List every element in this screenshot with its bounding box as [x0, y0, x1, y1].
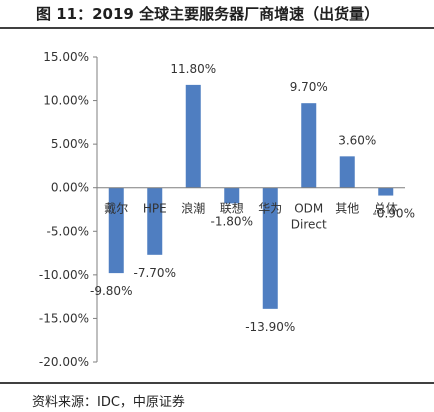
figure-title: 图 11：2019 全球主要服务器厂商增速（出货量）	[36, 5, 380, 23]
data-label: -7.70%	[134, 266, 176, 280]
category-label: HPE	[143, 202, 167, 216]
category-label: 联想	[220, 201, 244, 216]
data-label: 9.70%	[290, 80, 328, 94]
data-label: 11.80%	[170, 62, 216, 76]
bottom-divider	[0, 382, 434, 384]
category-label: Direct	[291, 218, 327, 232]
bar	[301, 103, 317, 188]
data-labels: -9.80%-7.70% 11.80% -1.80% -13.90% 9.70% 3.60…	[90, 62, 415, 334]
y-tick-label: -5.00%	[47, 224, 89, 238]
y-tick-label: 5.00%	[51, 137, 89, 151]
data-label: -13.90%	[245, 320, 295, 334]
category-label: ODM	[294, 202, 323, 216]
category-label: 其他	[335, 202, 359, 216]
y-tick-label: 15.00%	[43, 50, 89, 64]
y-tick-label: -10.00%	[39, 268, 89, 282]
category-labels: 戴尔 HPE 浪潮 联想 华为 ODM Direct 其他 总体	[104, 201, 398, 232]
bar	[378, 187, 394, 196]
y-tick-label: 10.00%	[43, 94, 89, 108]
y-tick-label: -15.00%	[39, 311, 89, 325]
y-tick-label: -20.00%	[39, 355, 89, 369]
data-label: -1.80%	[211, 214, 253, 228]
bar	[147, 187, 163, 255]
source-note: 资料来源：IDC，中原证券	[32, 395, 185, 410]
category-label: 戴尔	[104, 201, 128, 216]
category-label: 华为	[258, 202, 282, 216]
bar	[108, 187, 124, 274]
bars	[108, 84, 394, 309]
top-divider	[0, 27, 434, 29]
bar	[185, 84, 201, 188]
bar	[224, 187, 240, 204]
category-label: 总体	[374, 202, 398, 216]
bar	[339, 156, 355, 188]
y-axis-ticks: 15.00% 10.00% 5.00% 0.00% -5.00% -10.00% -15.0…	[39, 50, 97, 369]
data-label: 3.60%	[338, 133, 376, 147]
data-label: -9.80%	[90, 284, 132, 298]
y-tick-label: 0.00%	[51, 181, 89, 195]
data-label: -0.90%	[373, 207, 415, 221]
category-label: 浪潮	[181, 201, 205, 216]
bar	[262, 187, 278, 309]
